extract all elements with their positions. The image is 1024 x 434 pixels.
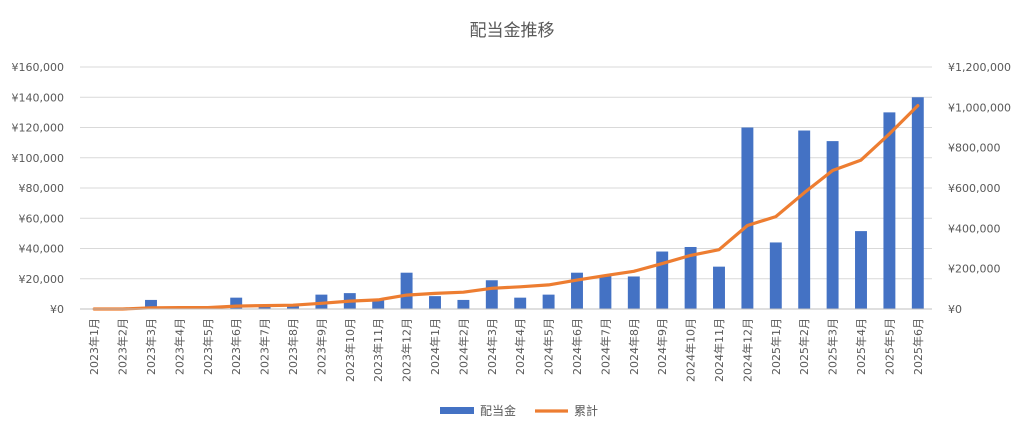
x-tick-label: 2024年1月 bbox=[428, 318, 442, 375]
line-series bbox=[92, 103, 920, 311]
x-tick-label: 2024年2月 bbox=[456, 318, 470, 375]
y-left-tick-label: ¥60,000 bbox=[19, 212, 65, 225]
bar[interactable] bbox=[287, 305, 299, 309]
x-tick-label: 2023年1月 bbox=[87, 318, 101, 375]
cumulative-line[interactable] bbox=[92, 103, 920, 311]
x-tick-label: 2024年6月 bbox=[570, 318, 584, 375]
y-left-tick-label: ¥0 bbox=[50, 303, 64, 316]
y-right-tick-label: ¥600,000 bbox=[948, 182, 1001, 195]
y-right-tick-label: ¥200,000 bbox=[948, 263, 1001, 276]
gridlines bbox=[80, 66, 932, 310]
right-y-axis: ¥0 ¥200,000 ¥400,000 ¥600,000 ¥800,000 ¥1,000… bbox=[948, 61, 1011, 316]
left-y-axis: ¥0 ¥20,000 ¥40,000 ¥60,000 ¥80,000 ¥100,000 ¥1… bbox=[12, 61, 65, 316]
bar[interactable] bbox=[769, 242, 782, 309]
bar[interactable] bbox=[514, 297, 527, 309]
legend-bar-swatch bbox=[440, 407, 474, 414]
bar[interactable] bbox=[571, 272, 583, 309]
x-tick-label: 2023年7月 bbox=[258, 318, 272, 375]
x-tick-label: 2025年2月 bbox=[797, 318, 811, 375]
bar[interactable] bbox=[798, 130, 811, 309]
bar[interactable] bbox=[684, 246, 697, 309]
x-tick-label: 2025年5月 bbox=[882, 318, 896, 375]
bar[interactable] bbox=[627, 276, 640, 309]
y-left-tick-label: ¥40,000 bbox=[19, 243, 65, 256]
x-tick-label: 2024年4月 bbox=[513, 318, 527, 375]
x-axis: 2023年1月 2023年2月 2023年3月 2023年4月 2023年5月 2023年… bbox=[80, 308, 932, 382]
bar[interactable] bbox=[826, 141, 839, 309]
y-left-tick-label: ¥100,000 bbox=[12, 152, 65, 165]
x-tick-label: 2024年10月 bbox=[684, 318, 698, 382]
x-tick-label: 2024年12月 bbox=[740, 318, 754, 382]
x-tick-label: 2025年4月 bbox=[854, 318, 868, 375]
x-tick-label: 2025年6月 bbox=[911, 318, 925, 375]
bar[interactable] bbox=[741, 127, 754, 310]
y-left-tick-label: ¥120,000 bbox=[12, 122, 65, 135]
bar[interactable] bbox=[400, 272, 413, 309]
x-tick-label: 2024年7月 bbox=[598, 318, 612, 375]
bar[interactable] bbox=[457, 299, 470, 309]
legend[interactable]: 配当金 累計 bbox=[440, 403, 598, 418]
legend-line-label: 累計 bbox=[574, 403, 598, 418]
bar[interactable] bbox=[883, 112, 896, 309]
legend-bar-label: 配当金 bbox=[480, 403, 516, 418]
x-tick-label: 2023年6月 bbox=[229, 318, 243, 375]
y-right-tick-label: ¥400,000 bbox=[948, 222, 1001, 235]
bar[interactable] bbox=[542, 294, 555, 309]
bar[interactable] bbox=[230, 297, 243, 309]
x-tick-label: 2023年8月 bbox=[286, 318, 300, 375]
x-tick-label: 2024年3月 bbox=[485, 318, 499, 375]
chart-title: 配当金推移 bbox=[470, 21, 555, 41]
bar[interactable] bbox=[145, 299, 157, 309]
x-tick-label: 2024年8月 bbox=[627, 318, 641, 375]
bar-series bbox=[145, 97, 924, 309]
x-tick-label: 2023年12月 bbox=[400, 318, 414, 382]
bar[interactable] bbox=[911, 97, 924, 309]
bar[interactable] bbox=[656, 251, 669, 309]
x-tick-label: 2023年3月 bbox=[144, 318, 158, 375]
bar[interactable] bbox=[429, 296, 441, 309]
y-left-tick-label: ¥80,000 bbox=[19, 182, 65, 195]
y-left-tick-label: ¥140,000 bbox=[12, 91, 65, 104]
x-tick-label: 2025年3月 bbox=[826, 318, 840, 375]
x-tick-label: 2025年1月 bbox=[769, 318, 783, 375]
x-tick-label: 2023年2月 bbox=[116, 318, 130, 375]
x-tick-label: 2023年10月 bbox=[343, 318, 357, 382]
x-tick-label: 2023年4月 bbox=[172, 318, 186, 375]
bar[interactable] bbox=[855, 231, 867, 309]
y-right-tick-label: ¥800,000 bbox=[948, 142, 1001, 155]
y-right-tick-label: ¥1,200,000 bbox=[948, 61, 1011, 74]
bar[interactable] bbox=[372, 299, 385, 309]
x-tick-label: 2024年11月 bbox=[712, 318, 726, 382]
x-tick-label: 2024年9月 bbox=[655, 318, 669, 375]
bar[interactable] bbox=[713, 266, 725, 309]
y-right-tick-label: ¥1,000,000 bbox=[948, 101, 1011, 114]
x-tick-label: 2023年11月 bbox=[371, 318, 385, 382]
x-tick-label: 2024年5月 bbox=[542, 318, 556, 375]
x-tick-label: 2023年5月 bbox=[201, 318, 215, 375]
y-right-tick-label: ¥0 bbox=[948, 303, 962, 316]
bar[interactable] bbox=[485, 280, 498, 309]
x-tick-label: 2023年9月 bbox=[314, 318, 328, 375]
bar[interactable] bbox=[599, 275, 612, 309]
y-left-tick-label: ¥20,000 bbox=[19, 273, 65, 286]
y-left-tick-label: ¥160,000 bbox=[12, 61, 65, 74]
